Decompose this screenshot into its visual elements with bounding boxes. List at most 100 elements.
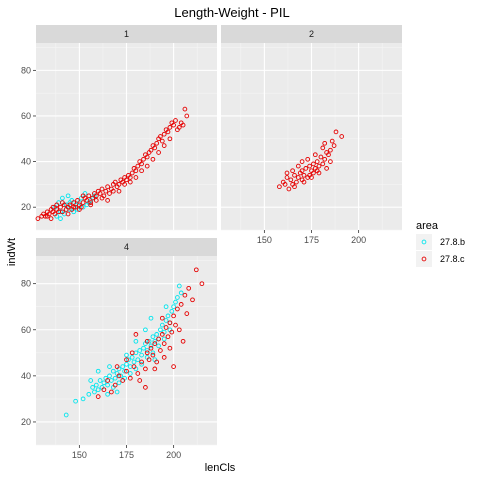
point-27-8-b	[141, 345, 146, 351]
point-27-8-c	[307, 172, 312, 178]
point-27-8-c	[95, 394, 101, 399]
point-27-8-c	[333, 129, 339, 135]
point-27-8-c	[88, 200, 94, 205]
point-27-8-b	[133, 338, 139, 344]
point-27-8-c	[133, 168, 139, 174]
point-27-8-c	[176, 327, 182, 333]
point-27-8-b	[169, 308, 175, 314]
facet-panel-1: 1 20 40 60 80	[21, 25, 217, 231]
point-27-8-c	[154, 359, 160, 365]
point-27-8-c	[84, 198, 90, 203]
point-27-8-c	[114, 364, 120, 369]
point-27-8-c	[116, 373, 122, 379]
point-27-8-c	[52, 211, 58, 217]
point-27-8-b	[175, 295, 180, 300]
point-27-8-c	[303, 166, 309, 171]
point-27-8-c	[178, 302, 184, 307]
point-27-8-c	[97, 191, 103, 196]
point-27-8-c	[146, 357, 152, 363]
point-27-8-c	[65, 211, 71, 217]
point-27-8-b	[126, 357, 131, 363]
point-27-8-c	[105, 184, 110, 190]
point-27-8-c	[105, 198, 110, 203]
point-27-8-c	[144, 350, 150, 356]
y-tick-label: 40	[21, 371, 31, 381]
facet-strip	[221, 25, 402, 43]
x-tick-label: 150	[72, 450, 87, 460]
point-27-8-b	[112, 375, 118, 381]
point-27-8-c	[150, 156, 156, 162]
point-27-8-c	[182, 106, 188, 112]
point-27-8-c	[116, 188, 122, 194]
point-27-8-c	[299, 159, 305, 164]
x-tick-label: 175	[304, 235, 319, 245]
point-27-8-b	[163, 318, 169, 323]
point-27-8-c	[50, 204, 56, 210]
point-27-8-b	[122, 368, 127, 374]
point-27-8-c	[339, 134, 345, 139]
point-27-8-b	[163, 304, 169, 310]
point-27-8-b	[116, 380, 122, 386]
point-27-8-c	[301, 179, 307, 185]
point-27-8-c	[112, 382, 118, 388]
point-27-8-c	[311, 161, 316, 167]
point-27-8-b	[101, 380, 107, 386]
point-27-8-c	[105, 378, 110, 383]
point-27-8-c	[156, 336, 161, 342]
point-27-8-c	[161, 143, 167, 148]
legend-key	[416, 234, 432, 250]
point-27-8-b	[150, 334, 156, 340]
point-27-8-c	[54, 202, 60, 208]
point-27-8-b	[139, 361, 144, 367]
point-27-8-b	[107, 373, 112, 379]
point-27-8-c	[167, 320, 173, 326]
point-27-8-c	[122, 182, 127, 187]
point-27-8-b	[105, 391, 110, 397]
point-27-8-c	[158, 348, 163, 353]
point-27-8-c	[322, 156, 328, 162]
point-27-8-c	[158, 134, 163, 139]
point-27-8-c	[150, 352, 156, 358]
point-27-8-c	[103, 188, 109, 194]
point-27-8-c	[48, 216, 54, 221]
point-27-8-c	[43, 213, 48, 219]
point-27-8-c	[93, 198, 99, 203]
point-27-8-b	[148, 343, 154, 349]
point-27-8-c	[193, 267, 199, 273]
point-27-8-c	[58, 204, 63, 210]
x-tick-label: 175	[119, 450, 134, 460]
facet-strip	[36, 238, 217, 256]
point-27-8-c	[305, 156, 311, 162]
point-27-8-b	[58, 209, 63, 215]
point-27-8-c	[77, 207, 82, 212]
point-27-8-c	[314, 168, 320, 174]
point-27-8-c	[133, 175, 139, 180]
facet-strip-label: 2	[309, 29, 314, 39]
point-27-8-c	[295, 175, 301, 180]
y-tick-label: 60	[21, 111, 31, 121]
point-27-8-c	[86, 193, 92, 199]
legend-label: 27.8.b	[440, 237, 465, 247]
point-27-8-c	[112, 179, 118, 185]
point-27-8-c	[167, 125, 173, 130]
point-27-8-c	[173, 322, 178, 328]
point-27-8-c	[312, 152, 318, 158]
point-27-8-c	[328, 159, 333, 164]
point-27-8-c	[93, 193, 99, 199]
point-27-8-c	[184, 311, 190, 316]
point-27-8-b	[148, 315, 154, 321]
point-27-8-c	[127, 375, 133, 381]
point-27-8-c	[124, 368, 129, 374]
point-27-8-b	[124, 361, 129, 367]
point-27-8-c	[156, 150, 161, 155]
point-27-8-b	[154, 332, 160, 337]
point-27-8-b	[146, 338, 152, 344]
point-27-8-c	[286, 186, 292, 192]
legend-title: area	[416, 220, 439, 232]
point-27-8-c	[307, 163, 312, 169]
point-27-8-c	[99, 186, 105, 192]
point-27-8-c	[152, 366, 158, 372]
point-27-8-c	[129, 170, 135, 176]
point-27-8-c	[120, 378, 126, 383]
